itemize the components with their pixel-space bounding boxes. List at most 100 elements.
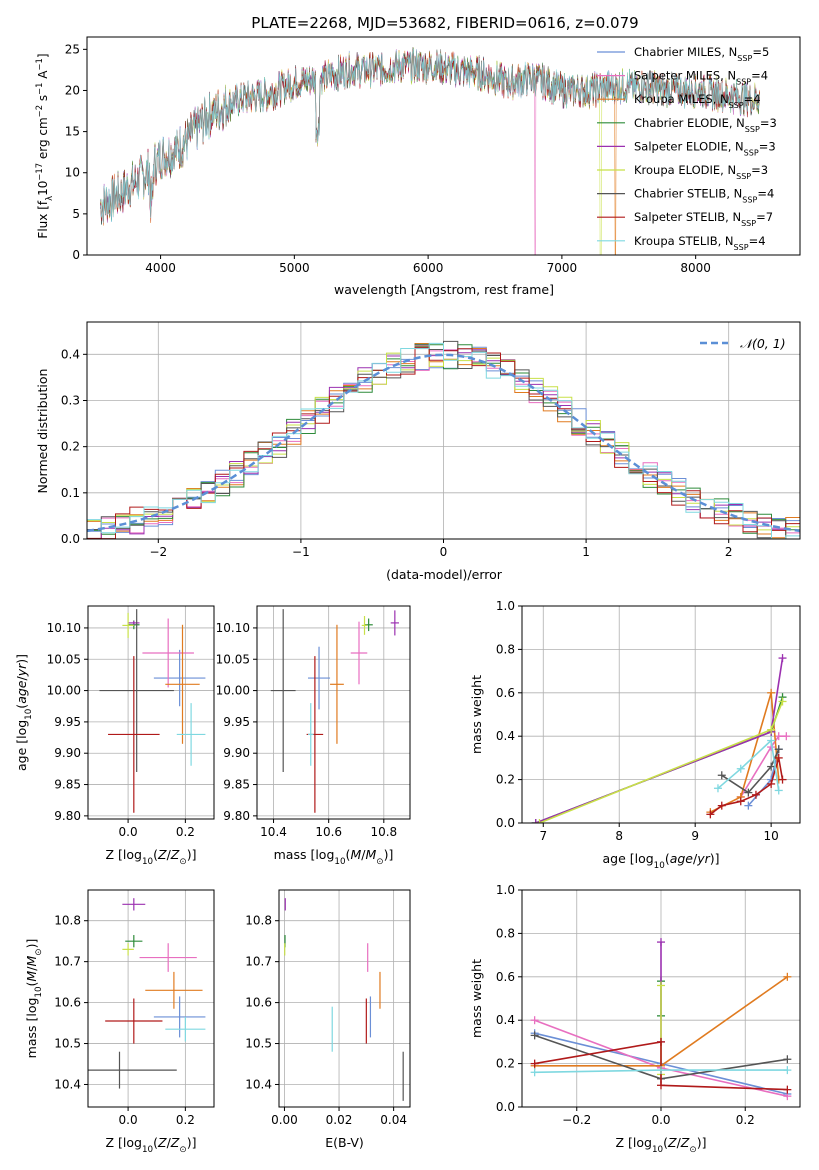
x-tick-label: 0 <box>440 545 448 559</box>
weight-marker <box>767 688 776 697</box>
weight-line <box>535 696 784 823</box>
grid <box>88 606 214 819</box>
y-tick-label: 9.80 <box>54 809 81 823</box>
x-tick-label: 2 <box>725 545 733 559</box>
axes-border <box>278 889 411 1108</box>
y-tick-label: 10.05 <box>216 652 250 666</box>
x-tick-label: 1 <box>582 545 590 559</box>
x-axis-label: (data-model)/error <box>386 567 503 582</box>
axes-border <box>86 36 801 256</box>
y-axis-label: mass [log10(M/M⊙)] <box>24 939 44 1059</box>
y-tick-label: 10.5 <box>54 1037 81 1051</box>
x-tick-label: 0.0 <box>119 825 138 839</box>
y-tick-label: 10.5 <box>245 1037 272 1051</box>
axes-frame: 0.0 0.2 10.4 10.5 10.6 10.7 10.8 <box>54 889 215 1127</box>
y-tick-label: 0.6 <box>496 970 515 984</box>
errorbar-point <box>139 943 197 972</box>
weight-marker <box>657 1066 665 1075</box>
weight-marker <box>657 981 665 990</box>
axes-frame: −2 −1 0 1 2 0.0 0.1 0.2 0.3 0.4 <box>61 321 801 559</box>
plot-area <box>99 609 206 813</box>
weight-marker <box>778 775 787 784</box>
x-tick-label: −0.2 <box>562 1113 591 1127</box>
legend-label: Salpeter ELODIE, NSSP=3 <box>634 139 776 157</box>
errorbar-point <box>390 610 399 636</box>
legend-label: Kroupa STELIB, NSSP=4 <box>634 234 766 252</box>
y-tick-label: 0.2 <box>496 773 515 787</box>
x-axis-label: Z [log10(Z/Z⊙)] <box>616 1135 707 1155</box>
errorbar-point <box>145 971 203 1009</box>
errorbar-point <box>125 935 143 948</box>
spectrum-panel: 4000 5000 6000 7000 8000 0 5 10 15 20 25 Chabrier M… <box>34 36 801 297</box>
errorbar-point <box>105 998 163 1044</box>
errorbar-point <box>330 624 344 744</box>
weight-marker <box>706 810 715 819</box>
axes-border <box>87 605 215 820</box>
y-axis-label: Flux [fλ10−17 erg cm−2 s−1 A−1] <box>34 53 54 238</box>
errorbar-point <box>364 618 373 632</box>
age-vs-mass-panel: 10.4 10.6 10.8 9.80 9.85 9.90 9.95 10.00 10.05 10… <box>216 605 411 867</box>
x-tick-label: 10.8 <box>370 825 397 839</box>
axes-frame: 7 8 9 10 0.0 0.2 0.4 0.6 0.8 1.0 <box>496 599 801 843</box>
errorbar-point <box>108 656 160 813</box>
y-tick-label: 0.0 <box>496 1100 515 1114</box>
x-axis-label: E(B-V) <box>325 1135 364 1150</box>
y-tick-label: 0.8 <box>496 926 515 940</box>
legend-label: Chabrier ELODIE, NSSP=3 <box>634 116 777 134</box>
residual-histogram-panel: −2 −1 0 1 2 0.0 0.1 0.2 0.3 0.4 𝒩(0, 1) (data-model… <box>35 321 801 582</box>
mass-weight-vs-metallicity-panel: −0.2 0.0 0.2 0.0 0.2 0.4 0.6 0.8 1.0 Z [log10(Z/Z… <box>469 883 801 1155</box>
weight-marker <box>530 1059 539 1068</box>
weight-marker <box>530 1016 539 1025</box>
y-tick-label: 1.0 <box>496 883 515 897</box>
figure-title: PLATE=2268, MJD=53682, FIBERID=0616, z=0… <box>251 14 638 32</box>
y-tick-label: 10.05 <box>47 652 81 666</box>
errorbar-point <box>350 621 368 685</box>
weight-marker <box>778 697 787 706</box>
y-tick-label: 0.0 <box>496 816 515 830</box>
errorbar-point <box>153 996 206 1038</box>
y-tick-label: 10.4 <box>54 1077 81 1091</box>
y-tick-label: 10.10 <box>216 621 250 635</box>
errorbar-point <box>176 703 206 766</box>
errorbar-point <box>122 898 146 911</box>
x-tick-label: 10.6 <box>315 825 342 839</box>
errorbar-point <box>128 621 140 625</box>
y-tick-label: 10.4 <box>245 1077 272 1091</box>
axes-frame: −0.2 0.0 0.2 0.0 0.2 0.4 0.6 0.8 1.0 <box>496 883 801 1127</box>
errorbar-point <box>270 609 296 773</box>
axes-frame: 10.4 10.6 10.8 9.80 9.85 9.90 9.95 10.00 10.05 10… <box>216 605 411 839</box>
x-tick-label: 0.04 <box>380 1113 407 1127</box>
weight-line <box>534 1040 788 1091</box>
weight-marker <box>736 764 745 773</box>
weight-marker <box>783 972 792 981</box>
y-tick-label: 5 <box>72 207 80 221</box>
weight-line <box>717 738 780 791</box>
x-tick-label: 4000 <box>145 261 176 275</box>
plot-area <box>87 340 800 539</box>
grid <box>257 606 410 819</box>
y-tick-label: 0.1 <box>61 486 80 500</box>
normal-curve <box>87 353 800 533</box>
legend: Chabrier MILES, NSSP=5 Salpeter MILES, NS… <box>597 45 777 251</box>
weight-marker <box>767 736 776 745</box>
plot-area <box>531 654 791 823</box>
legend: 𝒩(0, 1) <box>700 336 786 351</box>
y-tick-label: 10.00 <box>47 684 81 698</box>
y-tick-label: 10.8 <box>54 914 81 928</box>
x-axis-label: wavelength [Angstrom, rest frame] <box>334 282 554 297</box>
legend-label: Salpeter MILES, NSSP=4 <box>634 69 768 87</box>
legend-label: Kroupa MILES, NSSP=4 <box>634 92 761 110</box>
weight-marker <box>767 779 776 788</box>
weight-marker <box>535 819 544 823</box>
x-tick-label: 9 <box>691 829 699 843</box>
y-tick-label: 9.90 <box>54 746 81 760</box>
axes-border <box>521 605 801 824</box>
weight-marker <box>657 1037 665 1046</box>
y-axis-label: Normed distribution <box>35 369 50 494</box>
y-tick-label: 0.4 <box>496 729 515 743</box>
weight-marker <box>717 771 726 780</box>
y-tick-label: 9.80 <box>223 809 250 823</box>
y-tick-label: 9.95 <box>54 715 81 729</box>
x-axis-label: Z [log10(Z/Z⊙)] <box>106 1135 197 1155</box>
